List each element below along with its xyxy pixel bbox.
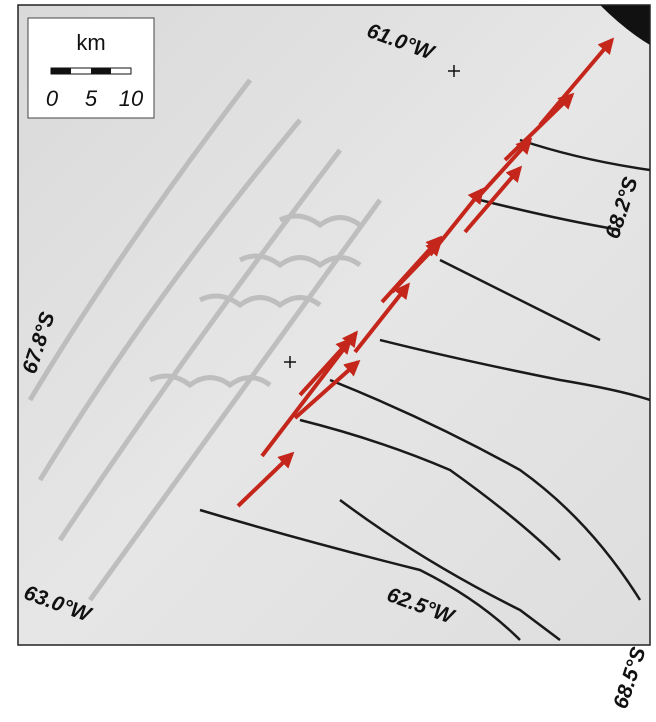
scale-bar-box: km 0 5 10 — [28, 18, 154, 118]
scale-label: 0 — [46, 86, 59, 111]
coord-label: 68.5°S — [609, 644, 650, 711]
map-figure: km 0 5 10 61.0°W 68.2°S 67.8°S 63.0°W 62… — [0, 0, 656, 722]
scale-label: 5 — [85, 86, 98, 111]
scale-unit: km — [76, 30, 105, 55]
scale-label: 10 — [119, 86, 144, 111]
